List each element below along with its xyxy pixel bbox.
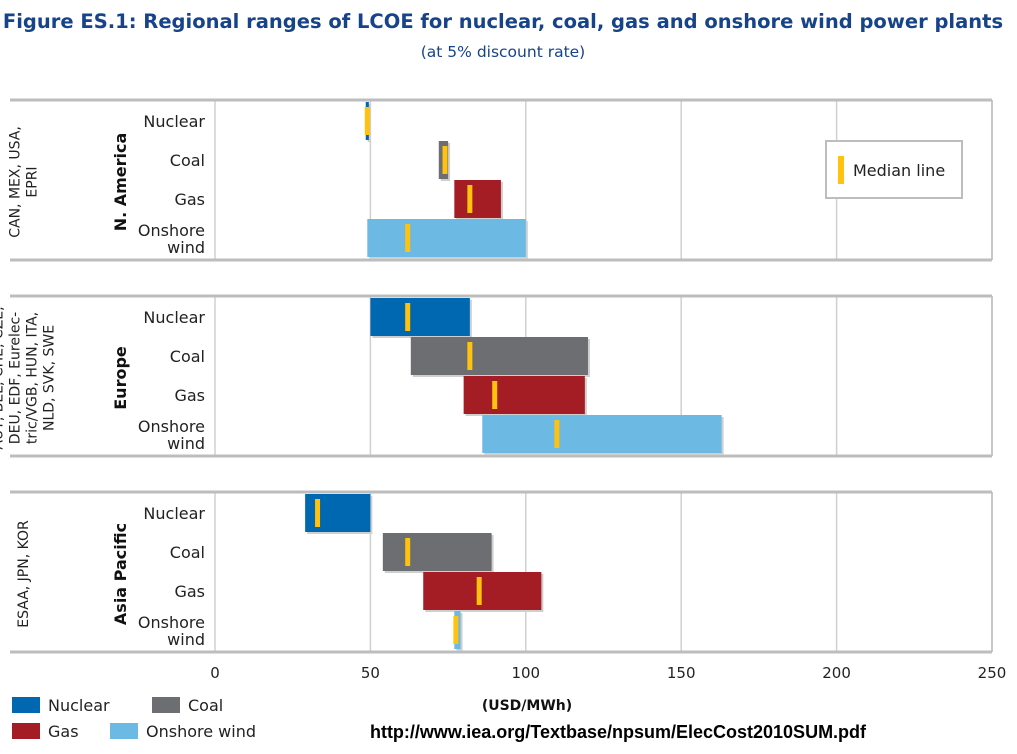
source-url: http://www.iea.org/Textbase/npsum/ElecCo… bbox=[370, 722, 867, 742]
panel-2: AUT, BEL, CHE, CZE,DEU, EDF, Eurelec-tri… bbox=[0, 294, 993, 458]
x-tick-label: 150 bbox=[667, 664, 696, 682]
category-label-line: Gas bbox=[174, 582, 205, 601]
x-tick-label: 100 bbox=[511, 664, 540, 682]
region-label: Europe bbox=[111, 346, 130, 410]
country-list: ESAA, JPN, KOR bbox=[16, 520, 32, 628]
category-label-nuclear: Nuclear bbox=[143, 504, 205, 523]
category-label-nuclear: Nuclear bbox=[143, 308, 205, 327]
category-label-gas: Gas bbox=[174, 190, 205, 209]
category-label-coal: Coal bbox=[170, 151, 205, 170]
legend-label-coal: Coal bbox=[188, 696, 223, 715]
median-legend: Median line bbox=[825, 140, 963, 199]
category-label-line: Coal bbox=[170, 151, 205, 170]
panels: CAN, MEX, USA,EPRI N. America Nuclear Coal G… bbox=[0, 98, 993, 654]
category-label-line: Gas bbox=[174, 190, 205, 209]
median-marker-nuclear bbox=[405, 303, 411, 331]
range-bar-wind bbox=[482, 415, 722, 453]
x-axis-label: (USD/MWh) bbox=[482, 698, 572, 714]
region-label: Asia Pacific bbox=[111, 523, 130, 625]
category-label-wind: Onshore wind bbox=[138, 417, 205, 453]
median-marker-gas bbox=[492, 381, 498, 409]
category-label-coal: Coal bbox=[170, 347, 205, 366]
median-marker-coal bbox=[467, 342, 473, 370]
x-axis: 0 50 100 150 200 250 bbox=[210, 664, 1006, 682]
category-label-line: Nuclear bbox=[143, 504, 205, 523]
country-list: CAN, MEX, USA,EPRI bbox=[8, 126, 41, 238]
category-label-gas: Gas bbox=[174, 582, 205, 601]
chart-subtitle: (at 5% discount rate) bbox=[421, 43, 585, 61]
tech-legend: Nuclear Coal Gas Onshore wind bbox=[12, 696, 256, 741]
category-label-coal: Coal bbox=[170, 543, 205, 562]
country-line: tric/VGB, HUN, ITA, bbox=[25, 312, 41, 444]
x-tick-label: 0 bbox=[210, 664, 220, 682]
category-label-line: wind bbox=[167, 434, 205, 453]
category-label-line: Onshore bbox=[138, 221, 205, 240]
range-bar-gas bbox=[454, 180, 501, 218]
category-label-line: Coal bbox=[170, 543, 205, 562]
x-tick-label: 200 bbox=[822, 664, 851, 682]
country-line: ESAA, JPN, KOR bbox=[16, 520, 32, 628]
x-tick-label: 50 bbox=[361, 664, 380, 682]
country-line: DEU, EDF, Eurelec- bbox=[8, 312, 24, 444]
panel-1: CAN, MEX, USA,EPRI N. America Nuclear Coal G… bbox=[8, 98, 993, 262]
range-bar-gas bbox=[463, 376, 585, 414]
median-marker-wind bbox=[405, 224, 411, 252]
median-legend-box bbox=[825, 140, 963, 199]
category-label-gas: Gas bbox=[174, 386, 205, 405]
country-list: AUT, BEL, CHE, CZE,DEU, EDF, Eurelec-tri… bbox=[0, 306, 58, 449]
range-bar-nuclear bbox=[305, 494, 371, 532]
panel-3: ESAA, JPN, KOR Asia Pacific Nuclear Coal Gas… bbox=[10, 490, 993, 654]
region-label: N. America bbox=[111, 133, 130, 232]
median-legend-swatch bbox=[838, 156, 844, 184]
median-marker-gas bbox=[476, 577, 482, 605]
country-line: AUT, BEL, CHE, CZE, bbox=[0, 306, 7, 449]
category-label-line: Gas bbox=[174, 386, 205, 405]
x-tick-label: 250 bbox=[978, 664, 1007, 682]
category-label-line: Onshore bbox=[138, 613, 205, 632]
legend-swatch-coal bbox=[152, 697, 180, 713]
category-label-wind: Onshore wind bbox=[138, 613, 205, 649]
chart-title: Figure ES.1: Regional ranges of LCOE for… bbox=[3, 10, 1003, 33]
median-marker-coal bbox=[405, 538, 411, 566]
median-marker-gas bbox=[467, 185, 473, 213]
category-label-line: wind bbox=[167, 238, 205, 257]
legend-label-gas: Gas bbox=[48, 722, 79, 741]
country-line: CAN, MEX, USA, bbox=[8, 126, 24, 238]
legend-swatch-wind bbox=[110, 723, 138, 739]
category-label-line: Nuclear bbox=[143, 112, 205, 131]
range-bar-gas bbox=[423, 572, 542, 610]
category-label-line: Onshore bbox=[138, 417, 205, 436]
country-line: EPRI bbox=[25, 166, 41, 197]
category-label-line: Coal bbox=[170, 347, 205, 366]
category-label-wind: Onshore wind bbox=[138, 221, 205, 257]
range-bar-coal bbox=[410, 337, 588, 375]
legend-swatch-nuclear bbox=[12, 697, 40, 713]
range-bar-nuclear bbox=[370, 298, 470, 336]
category-label-line: Nuclear bbox=[143, 308, 205, 327]
median-marker-coal bbox=[442, 146, 448, 174]
median-marker-wind bbox=[453, 616, 459, 644]
legend-label-nuclear: Nuclear bbox=[48, 696, 110, 715]
category-label-line: wind bbox=[167, 630, 205, 649]
median-marker-nuclear bbox=[364, 107, 370, 135]
legend-swatch-gas bbox=[12, 723, 40, 739]
median-marker-nuclear bbox=[315, 499, 321, 527]
range-bar-coal bbox=[382, 533, 492, 571]
median-marker-wind bbox=[554, 420, 560, 448]
country-line: NLD, SVK, SWE bbox=[42, 325, 58, 431]
legend-label-wind: Onshore wind bbox=[146, 722, 256, 741]
median-legend-label: Median line bbox=[853, 161, 945, 180]
category-label-nuclear: Nuclear bbox=[143, 112, 205, 131]
range-bar-wind bbox=[367, 219, 526, 257]
